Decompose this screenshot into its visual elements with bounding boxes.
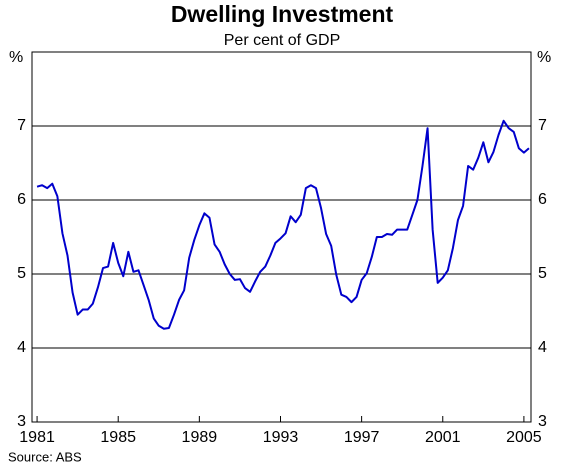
plot-frame — [31, 51, 532, 423]
y-tick-label: 5 — [17, 265, 26, 282]
x-tick-label: 2005 — [506, 429, 542, 446]
source-note: Source: ABS — [8, 449, 82, 464]
y2-tick-label: 7 — [538, 117, 547, 134]
y-tick-label: 3 — [17, 413, 26, 430]
y-tick-label: 6 — [17, 191, 26, 208]
y-tick-label: 4 — [17, 339, 26, 356]
y2-tick-label: 4 — [538, 339, 547, 356]
y2-axis-label: % — [537, 49, 551, 66]
y2-tick-label: 6 — [538, 191, 547, 208]
x-tick-label: 1989 — [182, 429, 218, 446]
y2-tick-label: 5 — [538, 265, 547, 282]
chart-title: Dwelling Investment — [171, 1, 394, 27]
x-tick-label: 1993 — [263, 429, 299, 446]
chart-subtitle: Per cent of GDP — [224, 32, 341, 49]
x-tick-label: 1997 — [344, 429, 380, 446]
y-tick-label: 7 — [17, 117, 26, 134]
x-tick-label: 1985 — [100, 429, 136, 446]
x-tick-label: 2001 — [425, 429, 461, 446]
y2-tick-label: 3 — [538, 413, 547, 430]
x-tick-label: 1981 — [19, 429, 55, 446]
data-line — [36, 119, 530, 330]
y-axis-label: % — [9, 49, 23, 66]
